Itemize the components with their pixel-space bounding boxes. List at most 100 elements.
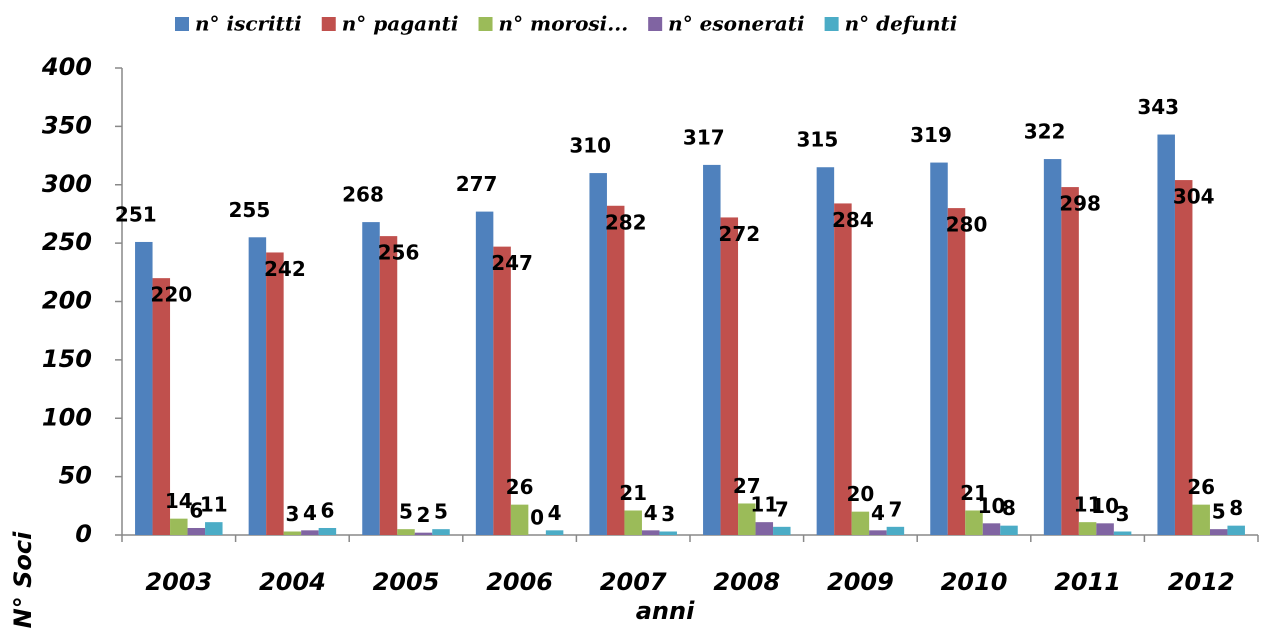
bar [641,530,660,535]
bar [606,205,625,535]
x-tick-label: 2006 [486,568,553,596]
bar [318,527,337,535]
data-label: 251 [115,202,157,226]
bar [135,241,153,535]
data-label: 21 [619,481,647,505]
data-label: 4 [548,501,562,525]
bar [379,236,398,535]
legend-swatch [175,17,189,31]
bar [816,167,835,536]
data-label: 6 [189,498,203,522]
data-label: 2 [417,503,431,527]
bar [1192,504,1210,535]
data-label: 5 [434,500,448,524]
data-label: 277 [456,172,498,196]
bar [1113,531,1132,535]
data-label: 10 [978,494,1006,518]
data-label: 3 [661,502,675,526]
data-label: 11 [1074,493,1102,517]
data-label: 20 [846,482,874,506]
bar [283,531,302,535]
x-tick-label: 2007 [600,568,667,596]
data-label: 304 [1173,185,1215,209]
data-label: 242 [264,257,306,281]
x-axis-title: anni [636,597,695,625]
bar [720,217,739,535]
bar [301,530,319,535]
bar [886,526,905,535]
bar [397,529,415,535]
bar [738,503,756,535]
legend-swatch [321,17,336,31]
y-tick-label: 0 [75,520,92,548]
bar [475,211,494,536]
data-label: 7 [775,497,789,521]
x-tick-label: 2011 [1054,568,1121,596]
bar [1000,525,1018,535]
data-label: 268 [342,183,384,207]
data-label: 11 [750,493,778,517]
bar [1227,525,1245,535]
data-label: 315 [797,128,839,152]
y-tick-label: 100 [42,403,92,431]
data-label: 21 [960,481,988,505]
legend-swatch [478,17,493,31]
legend-swatch [648,17,663,31]
bar [1096,523,1114,535]
y-tick-label: 400 [41,53,92,81]
bar [187,527,206,535]
data-label: 7 [888,497,902,521]
data-label: 8 [1002,496,1016,520]
x-tick-label: 2005 [373,568,440,596]
bar [851,511,870,535]
bar [1209,529,1228,535]
bar [947,208,966,535]
data-label: 272 [718,222,760,246]
x-tick-label: 2004 [259,568,326,596]
data-label: 255 [229,198,271,222]
data-label: 0 [530,506,544,530]
legend-label: n° esonerati [668,12,804,36]
data-label: 280 [946,213,988,237]
data-label: 4 [303,501,317,525]
data-label: 322 [1024,120,1066,144]
data-label: 14 [165,489,193,513]
bar [1043,159,1062,535]
data-label: 5 [1212,500,1226,524]
data-label: 284 [832,208,874,232]
legend-label: n° iscritti [195,12,302,36]
legend-swatch [824,17,839,31]
bar [205,522,223,535]
data-label: 220 [150,283,192,307]
data-label: 4 [871,501,885,525]
y-tick-label: 50 [59,462,92,490]
x-tick-label: 2012 [1168,568,1235,596]
x-tick-label: 2003 [145,568,212,596]
bar [703,164,721,535]
data-label: 4 [644,501,658,525]
bar [170,518,188,535]
data-label: 319 [910,123,952,147]
bar [930,162,948,535]
data-label: 282 [605,210,647,234]
data-label: 26 [506,475,534,499]
y-tick-label: 200 [42,287,92,315]
bar [659,531,677,535]
bar [624,510,642,535]
data-label: 8 [1229,496,1243,520]
x-tick-label: 2008 [713,568,780,596]
data-label: 317 [683,125,725,149]
bar [152,278,171,535]
bar [493,246,511,535]
y-tick-label: 250 [42,228,92,256]
data-label: 11 [200,493,228,517]
bar [545,530,564,535]
bar [965,510,983,535]
x-tick-label: 2010 [941,568,1008,596]
bar [1061,187,1079,535]
legend-label: n° defunti [845,12,958,36]
data-label: 10 [1091,494,1119,518]
bar [362,222,380,536]
bar [510,504,529,535]
